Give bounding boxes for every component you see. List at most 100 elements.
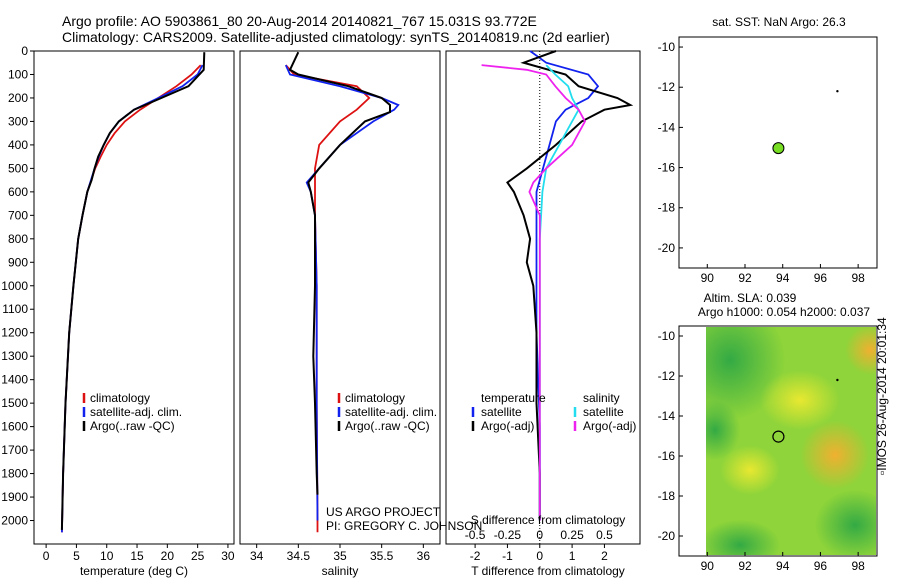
temp-xtick-label: 5 <box>73 549 80 563</box>
depth-tick-label: 2000 <box>1 514 28 528</box>
depth-tick-label: 600 <box>8 185 28 199</box>
sst-map-title: sat. SST: NaN Argo: 26.3 <box>712 15 846 29</box>
sla-map-ytick-label: -16 <box>658 449 676 463</box>
diff-legend-s-label: Argo(-adj) <box>583 419 636 433</box>
temp-series-0 <box>61 64 202 533</box>
imos-stamp-text: IMOS 26-Aug-2014 20:01:34 <box>875 317 889 471</box>
argo-location-marker-sla <box>772 430 785 443</box>
island-dot-sla <box>836 378 839 382</box>
sal-series-1 <box>284 64 400 521</box>
depth-tick-label: 1500 <box>1 396 28 410</box>
annotation-pi: PI: GREGORY C. JOHNSON <box>326 519 482 533</box>
depth-tick-label: 800 <box>8 232 28 246</box>
diff-xtick-label: -1 <box>502 549 513 563</box>
sla-map-ytick-label: -18 <box>658 489 676 503</box>
sal-series-2 <box>288 51 391 495</box>
sst-map-xtick-label: 98 <box>851 271 865 285</box>
depth-tick-label: 500 <box>8 161 28 175</box>
sst-map-xtick-label: 96 <box>814 271 828 285</box>
diff-sal-tick-label: -0.5 <box>465 528 486 542</box>
diff-series-1 <box>506 50 634 521</box>
depth-tick-label: 1900 <box>1 490 28 504</box>
diff-xtick-label: 1 <box>569 549 576 563</box>
sla-map-ytick-label: -14 <box>658 409 676 423</box>
depth-tick-label: 1100 <box>2 302 28 316</box>
imos-timestamp: ▫IMOS 26-Aug-2014 20:01:34 <box>875 317 889 475</box>
diff-series-0 <box>529 50 600 521</box>
temp-series-2 <box>60 52 206 530</box>
annotation-us-argo: US ARGO PROJECT <box>326 505 441 519</box>
temp-xtick-label: 25 <box>191 549 205 563</box>
sst-map-ytick-label: -20 <box>658 241 676 255</box>
depth-tick-label: 1400 <box>1 373 28 387</box>
diff-series-3 <box>481 64 587 521</box>
sal-series-0 <box>285 64 371 533</box>
sst-map-xtick-label: 94 <box>776 271 790 285</box>
sal-xtick-label: 36 <box>417 549 431 563</box>
diff-sal-tick-label: -0.25 <box>494 528 522 542</box>
diff-xtick-label: 0 <box>536 549 543 563</box>
depth-tick-label: 100 <box>8 67 28 81</box>
temp-xtick-label: 15 <box>130 549 144 563</box>
chart-title-line1: Argo profile: AO 5903861_80 20-Aug-2014 … <box>62 13 537 29</box>
temp-xtick-label: 0 <box>43 549 50 563</box>
sst-map-ytick-label: -18 <box>658 201 676 215</box>
island-dot <box>836 90 839 93</box>
sal-xlabel: salinity <box>322 564 359 578</box>
depth-tick-label: 1600 <box>1 420 28 434</box>
sal-legend-label: climatology <box>345 391 405 405</box>
diff-legend-s-header: salinity <box>583 391 620 405</box>
sal-xtick-label: 34 <box>250 549 264 563</box>
sla-map-xtick-label: 96 <box>814 559 828 573</box>
temp-panel-frame <box>33 50 235 545</box>
sal-xtick-label: 34.5 <box>287 549 311 563</box>
temp-xlabel: temperature (deg C) <box>80 564 188 578</box>
temp-series-1 <box>61 64 204 533</box>
depth-tick-label: 1800 <box>1 467 28 481</box>
depth-tick-label: 1200 <box>1 326 28 340</box>
diff-sal-tick-label: 0 <box>536 528 543 542</box>
temp-xtick-label: 30 <box>221 549 235 563</box>
diff-sal-tick-label: 0.25 <box>560 528 584 542</box>
depth-tick-label: 1700 <box>1 443 28 457</box>
temp-legend-label: satellite-adj. clim. <box>90 405 182 419</box>
sst-map-xtick-label: 92 <box>738 271 752 285</box>
diff-legend-t-label: satellite <box>481 405 522 419</box>
imos-icon: ▫ <box>875 470 889 475</box>
sal-legend-label: Argo(..raw -QC) <box>345 419 430 433</box>
temp-legend-label: Argo(..raw -QC) <box>90 419 175 433</box>
depth-tick-label: 400 <box>8 138 28 152</box>
sla-heatmap <box>706 327 876 555</box>
sla-map-xtick-label: 92 <box>738 559 752 573</box>
diff-series-2 <box>538 64 580 521</box>
sla-map-xtick-label: 90 <box>701 559 715 573</box>
depth-tick-label: 0 <box>21 44 28 58</box>
sla-left-white <box>680 327 706 555</box>
sla-map-ytick-label: -20 <box>658 529 676 543</box>
diff-sal-tick-label: 0.5 <box>596 528 613 542</box>
diff-xlabel-top: S difference from climatology <box>471 513 626 527</box>
chart-title-line2: Climatology: CARS2009. Satellite-adjuste… <box>62 29 610 45</box>
sst-map-ytick-label: -14 <box>658 120 676 134</box>
sst-map-ytick-label: -12 <box>658 80 676 94</box>
depth-tick-label: 1000 <box>1 279 28 293</box>
depth-tick-label: 700 <box>8 208 28 222</box>
depth-tick-label: 200 <box>8 91 28 105</box>
sal-legend-label: satellite-adj. clim. <box>345 405 437 419</box>
diff-panel-frame <box>445 50 641 545</box>
diff-legend-t-header: temperature <box>481 391 546 405</box>
sst-map-frame <box>678 36 878 269</box>
sla-title-line2: Argo h1000: 0.054 h2000: 0.037 <box>698 305 870 319</box>
temp-xtick-label: 20 <box>161 549 175 563</box>
depth-tick-label: 300 <box>8 114 28 128</box>
sal-panel-frame <box>239 50 441 545</box>
depth-tick-label: 900 <box>8 255 28 269</box>
sst-map-xtick-label: 90 <box>701 271 715 285</box>
sst-map-ytick-label: -16 <box>658 161 676 175</box>
temp-legend-label: climatology <box>90 391 150 405</box>
sst-map-ytick-label: -10 <box>658 40 676 54</box>
sla-map-frame <box>678 325 878 557</box>
sla-map-xtick-label: 94 <box>776 559 790 573</box>
depth-tick-label: 1300 <box>1 349 28 363</box>
